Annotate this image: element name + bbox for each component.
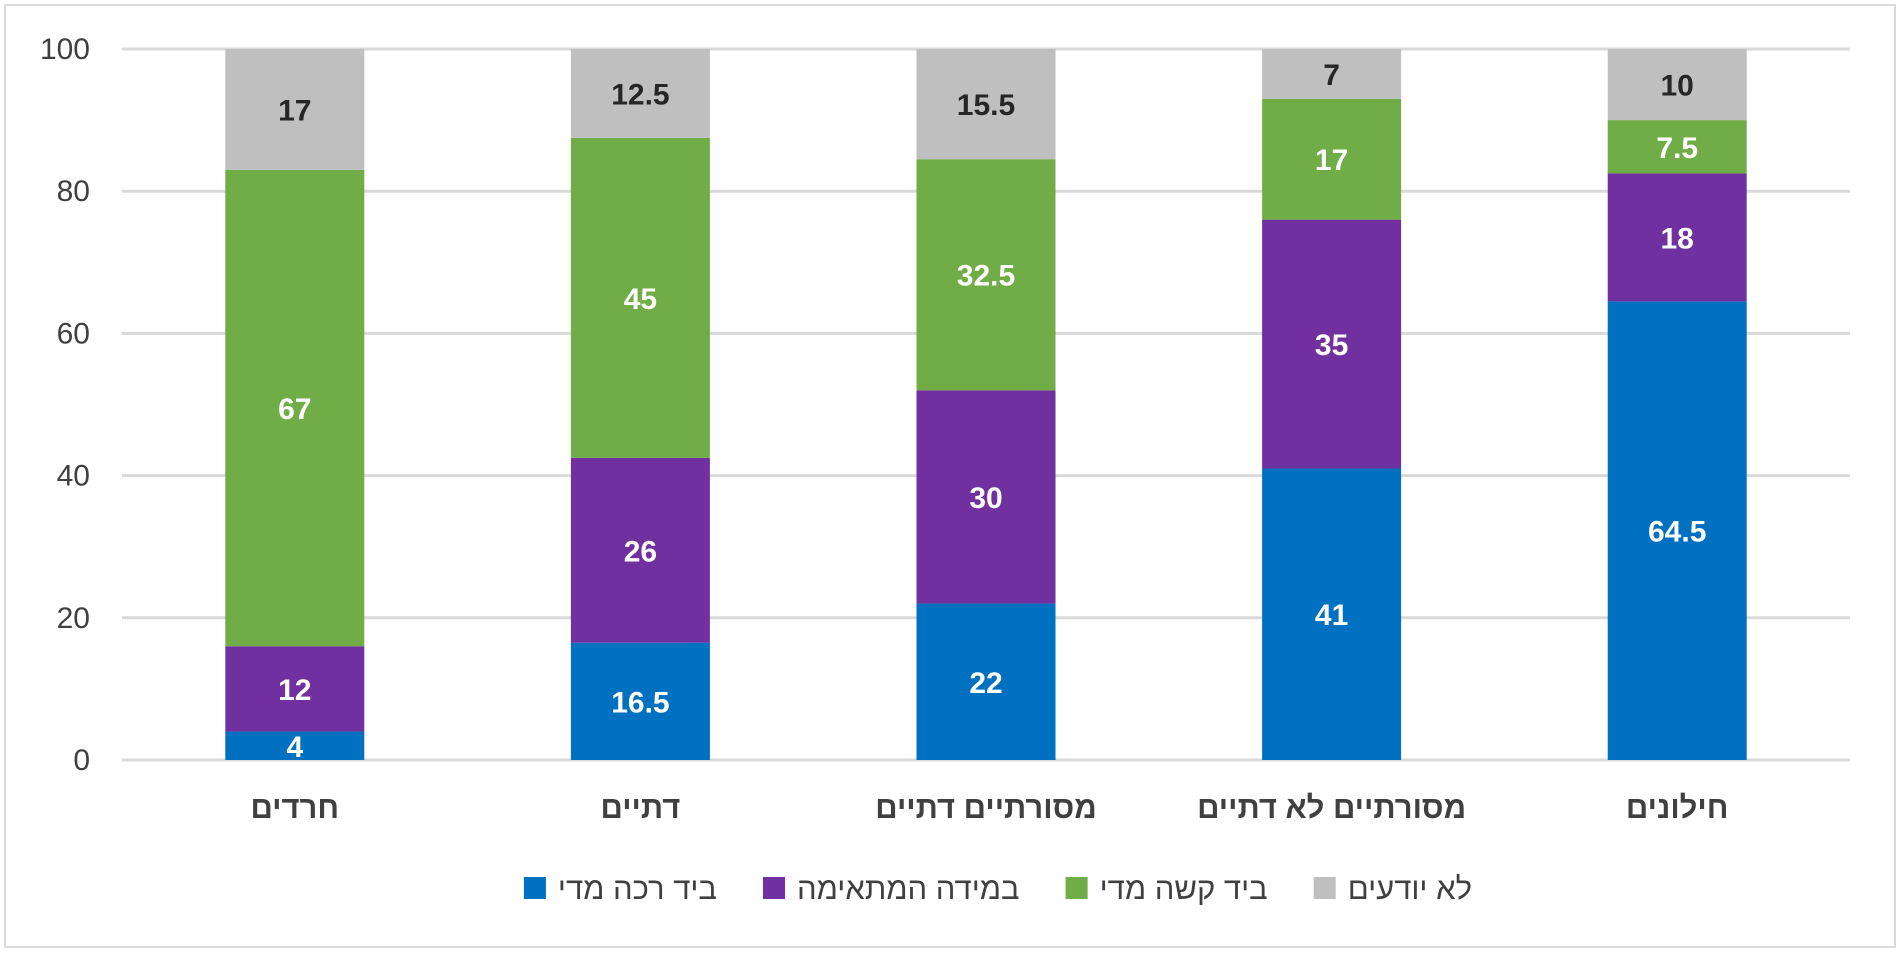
x-category-label: מסורתיים לא דתיים [1197, 790, 1466, 825]
bar-segment [916, 390, 1056, 604]
bar-segment [225, 646, 365, 732]
bar-segment [570, 49, 710, 138]
bar-segment [1262, 98, 1402, 220]
x-category-label: חילונים [1626, 790, 1729, 825]
y-tick-label: 60 [57, 317, 90, 350]
legend-label: ביד רכה מדי [558, 871, 717, 906]
legend-swatch [762, 877, 785, 899]
data-label: 10 [1661, 70, 1694, 103]
bar-segment [1262, 219, 1402, 469]
data-label: 17 [278, 94, 311, 127]
bar-segment [1607, 49, 1747, 121]
bar-segment [225, 49, 365, 170]
x-category-label: חרדים [250, 790, 339, 825]
legend-swatch [1313, 877, 1336, 899]
bar-segment [570, 457, 710, 643]
y-tick-label: 0 [73, 744, 90, 777]
data-label: 12.5 [611, 78, 669, 111]
x-category-label: דתיים [601, 790, 681, 825]
data-label: 7.5 [1656, 132, 1698, 165]
bar-segment [1607, 120, 1747, 174]
legend-swatch [523, 877, 546, 899]
bar-segment [916, 603, 1056, 760]
legend-label: במידה המתאימה [797, 871, 1020, 906]
data-label: 12 [278, 674, 311, 707]
data-label: 4 [286, 731, 303, 764]
bar-segment [225, 731, 365, 760]
data-label: 30 [969, 482, 1002, 515]
y-tick-label: 20 [57, 602, 90, 635]
legend-label: לא יודעים [1348, 871, 1472, 906]
bar-segment [570, 137, 710, 458]
bar-segment [1262, 468, 1402, 760]
bar-segment [1607, 173, 1747, 302]
bar-segment [916, 159, 1056, 391]
legend-swatch [1065, 877, 1088, 899]
y-tick-label: 80 [57, 175, 90, 208]
data-label: 64.5 [1648, 516, 1706, 549]
data-label: 41 [1315, 599, 1348, 632]
data-label: 15.5 [957, 89, 1015, 122]
chart-frame [4, 4, 1896, 948]
data-label: 67 [278, 393, 311, 426]
y-tick-label: 100 [40, 33, 90, 66]
data-label: 17 [1315, 144, 1348, 177]
bar-segment [1262, 49, 1402, 99]
legend-label: ביד קשה מדי [1100, 871, 1268, 906]
bar-segment [225, 169, 365, 647]
data-label: 45 [624, 283, 657, 316]
y-tick-label: 40 [57, 460, 90, 493]
data-label: 16.5 [611, 686, 669, 719]
bar-segment [570, 642, 710, 760]
data-label: 35 [1315, 329, 1348, 362]
data-label: 32.5 [957, 260, 1015, 293]
data-label: 18 [1661, 222, 1694, 255]
data-label: 7 [1323, 59, 1340, 92]
x-category-label: מסורתיים דתיים [875, 790, 1097, 825]
data-label: 26 [624, 535, 657, 568]
bar-segment [916, 49, 1056, 160]
data-label: 22 [969, 667, 1002, 700]
bar-segment [1607, 301, 1747, 760]
